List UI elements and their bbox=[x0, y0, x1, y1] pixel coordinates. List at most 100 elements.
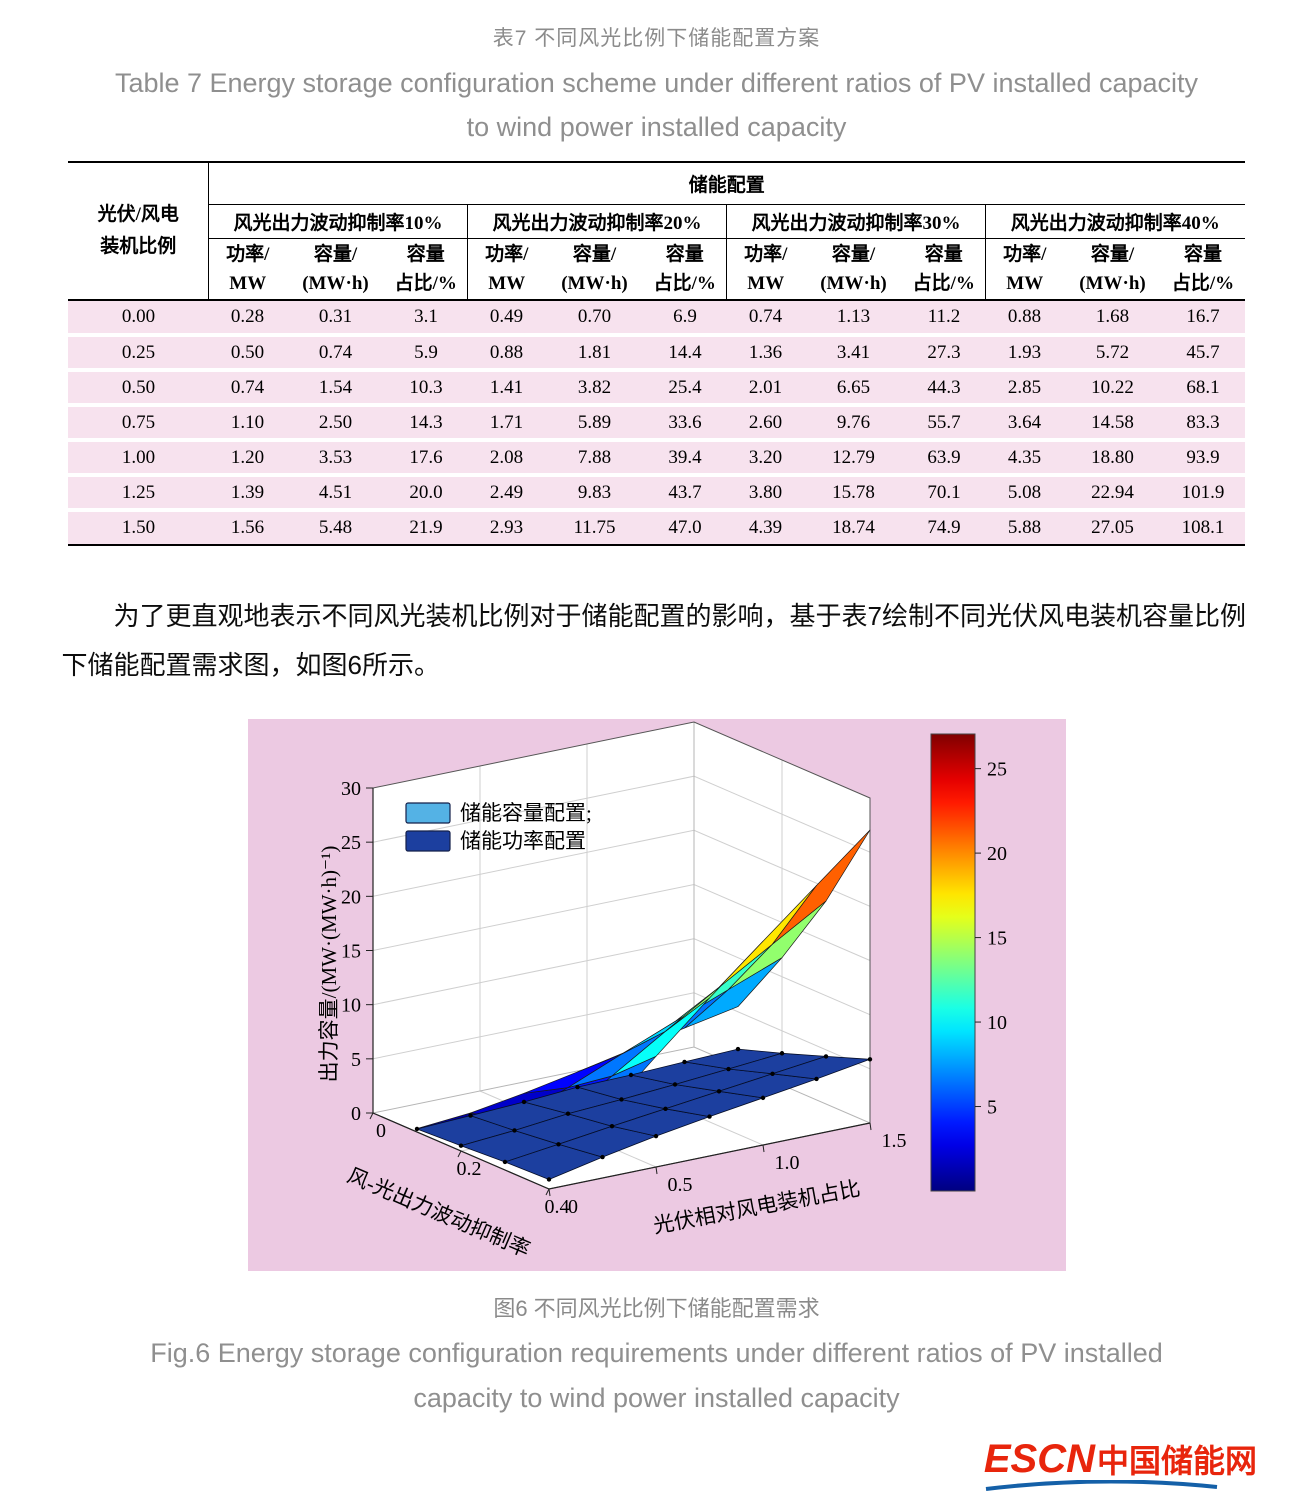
cell-value: 12.79 bbox=[804, 440, 903, 478]
cell-value: 25.4 bbox=[643, 370, 727, 408]
table-row: 0.00 0.28 0.31 3.1 0.49 0.70 6.9 0.74 1.13 11.2 0.… bbox=[68, 300, 1245, 338]
cell-value: 10.22 bbox=[1063, 370, 1162, 408]
cell-value: 1.41 bbox=[467, 370, 546, 408]
cell-value: 55.7 bbox=[902, 405, 986, 443]
y-tick-label: 0.2 bbox=[456, 1158, 481, 1180]
legend-label: 储能容量配置; bbox=[460, 801, 592, 825]
y-tick-label: 0.4 bbox=[544, 1196, 569, 1218]
cell-value: 0.88 bbox=[467, 335, 546, 373]
cell-ratio: 1.00 bbox=[68, 440, 209, 478]
z-tick-label: 15 bbox=[341, 940, 361, 962]
x-tick-label: 1.5 bbox=[881, 1130, 906, 1152]
cell-value: 0.74 bbox=[726, 300, 805, 338]
group-header: 风光出力波动抑制率40% bbox=[985, 204, 1245, 239]
cell-value: 1.36 bbox=[726, 335, 805, 373]
cell-value: 0.88 bbox=[985, 300, 1064, 338]
figure-caption-en: Fig.6 Energy storage configuration requi… bbox=[0, 1331, 1313, 1422]
cell-value: 1.39 bbox=[208, 475, 287, 513]
cell-value: 27.05 bbox=[1063, 510, 1162, 547]
cell-value: 74.9 bbox=[902, 510, 986, 547]
cell-value: 45.7 bbox=[1161, 335, 1245, 373]
cell-value: 43.7 bbox=[643, 475, 727, 513]
cell-value: 14.3 bbox=[384, 405, 468, 443]
z-axis-title: 出力容量/(MW·(MW·h)⁻¹) bbox=[317, 845, 341, 1082]
cell-value: 4.39 bbox=[726, 510, 805, 547]
cell-ratio: 0.75 bbox=[68, 405, 209, 443]
table-title-en-line2: to wind power installed capacity bbox=[466, 111, 847, 142]
cell-value: 1.93 bbox=[985, 335, 1064, 373]
legend-label: 储能功率配置 bbox=[460, 829, 586, 853]
cell-value: 39.4 bbox=[643, 440, 727, 478]
cell-value: 7.88 bbox=[545, 440, 644, 478]
cell-value: 5.08 bbox=[985, 475, 1064, 513]
z-tick-label: 25 bbox=[341, 832, 361, 854]
table7: 光伏/风电 装机比例 储能配置 风光出力波动抑制率10% 风光出力波动抑制率20% 风光出… bbox=[68, 161, 1245, 547]
colorbar-tick-label: 10 bbox=[987, 1012, 1007, 1034]
figure-caption-en-line2: capacity to wind power installed capacit… bbox=[413, 1383, 900, 1414]
cell-value: 10.3 bbox=[384, 370, 468, 408]
colorbar-tick-label: 5 bbox=[987, 1096, 997, 1118]
cell-value: 3.41 bbox=[804, 335, 903, 373]
cell-value: 0.70 bbox=[545, 300, 644, 338]
sub-header: 容量 占比/% bbox=[384, 238, 468, 302]
group-header: 风光出力波动抑制率10% bbox=[208, 204, 468, 239]
cell-ratio: 1.50 bbox=[68, 510, 209, 547]
cell-value: 1.54 bbox=[286, 370, 385, 408]
cell-value: 33.6 bbox=[643, 405, 727, 443]
logo-text: ESCN中国储能网 bbox=[984, 1436, 1257, 1482]
grid-lines bbox=[372, 721, 870, 1168]
sub-header: 容量/(MW·h) bbox=[286, 238, 385, 302]
cell-value: 1.68 bbox=[1063, 300, 1162, 338]
sub-header: 功率/MW bbox=[208, 238, 287, 302]
legend-swatch bbox=[404, 802, 451, 824]
colorbar-tick-label: 20 bbox=[987, 843, 1007, 865]
group-header: 风光出力波动抑制率30% bbox=[726, 204, 986, 239]
cell-value: 1.81 bbox=[545, 335, 644, 373]
cell-value: 11.2 bbox=[902, 300, 986, 338]
power-surface-markers bbox=[414, 1046, 872, 1182]
colorbar bbox=[930, 733, 975, 1192]
cell-value: 0.74 bbox=[208, 370, 287, 408]
table-row: 0.50 0.74 1.54 10.3 1.41 3.82 25.4 2.01 6.65 44.3… bbox=[68, 370, 1245, 408]
cell-value: 108.1 bbox=[1161, 510, 1245, 547]
cell-value: 27.3 bbox=[902, 335, 986, 373]
cell-ratio: 1.25 bbox=[68, 475, 209, 513]
cell-value: 3.82 bbox=[545, 370, 644, 408]
z-tick-label: 30 bbox=[341, 778, 361, 800]
cell-value: 20.0 bbox=[384, 475, 468, 513]
table-title-en-line1: Table 7 Energy storage configuration sch… bbox=[114, 68, 1199, 98]
logo-underline bbox=[985, 1480, 1218, 1491]
cell-value: 44.3 bbox=[902, 370, 986, 408]
z-tick-label: 5 bbox=[351, 1048, 361, 1070]
cell-value: 4.51 bbox=[286, 475, 385, 513]
cell-value: 101.9 bbox=[1161, 475, 1245, 513]
cell-value: 3.64 bbox=[985, 405, 1064, 443]
sub-header: 功率/MW bbox=[985, 238, 1064, 302]
cell-value: 1.20 bbox=[208, 440, 287, 478]
cell-value: 14.4 bbox=[643, 335, 727, 373]
cell-value: 83.3 bbox=[1161, 405, 1245, 443]
figure-caption-en-line1: Fig.6 Energy storage configuration requi… bbox=[150, 1337, 1163, 1368]
col-header-storage: 储能配置 bbox=[208, 161, 1245, 205]
cell-value: 4.35 bbox=[985, 440, 1064, 478]
z-tick-label: 10 bbox=[341, 994, 361, 1016]
cell-value: 2.50 bbox=[286, 405, 385, 443]
table-title-zh: 表7 不同风光比例下储能配置方案 bbox=[492, 27, 821, 50]
cell-value: 3.80 bbox=[726, 475, 805, 513]
x-tick-label: 1.0 bbox=[774, 1152, 799, 1174]
cell-value: 17.6 bbox=[384, 440, 468, 478]
cell-value: 0.50 bbox=[208, 335, 287, 373]
colorbar-tick-label: 15 bbox=[987, 927, 1007, 949]
storage-config-table-host: 光伏/风电 装机比例 储能配置 风光出力波动抑制率10% 风光出力波动抑制率20% 风光出… bbox=[0, 161, 1313, 547]
cell-value: 6.65 bbox=[804, 370, 903, 408]
cell-value: 14.58 bbox=[1063, 405, 1162, 443]
table-row: 1.50 1.56 5.48 21.9 2.93 11.75 47.0 4.39 18.74 74… bbox=[68, 510, 1245, 547]
cell-value: 5.88 bbox=[985, 510, 1064, 547]
table-row: 0.25 0.50 0.74 5.9 0.88 1.81 14.4 1.36 3.41 27.3 1… bbox=[68, 335, 1245, 373]
body-paragraph: 为了更直观地表示不同风光装机比例对于储能配置的影响，基于表7绘制不同光伏风电装机… bbox=[61, 601, 1246, 680]
cell-value: 2.85 bbox=[985, 370, 1064, 408]
cell-value: 3.1 bbox=[384, 300, 468, 338]
sub-header: 功率/MW bbox=[726, 238, 805, 302]
cell-value: 2.01 bbox=[726, 370, 805, 408]
